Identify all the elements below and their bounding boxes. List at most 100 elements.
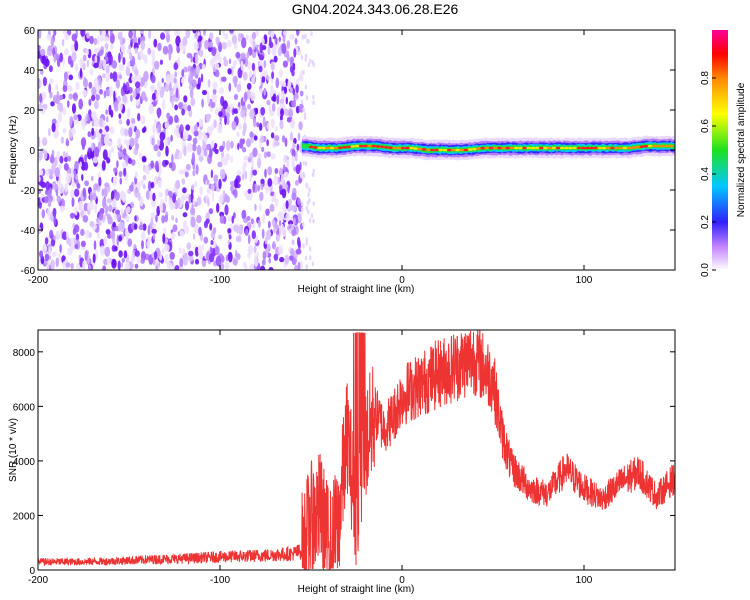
colorbar: 0.0 0.2 0.4 0.6 0.8 Normalized spectral ampl… <box>700 30 747 277</box>
spectrogram-cell <box>80 228 85 236</box>
spectrogram-cell <box>111 259 117 269</box>
spectrogram-cell <box>38 150 43 161</box>
spectrogram-cell <box>165 33 171 43</box>
spectrogram-cell <box>198 35 203 41</box>
spectrogram-cell <box>245 34 249 41</box>
spectrogram-cell <box>133 42 139 50</box>
spectrogram-cell <box>301 206 304 212</box>
spectrogram-cell <box>249 131 254 139</box>
spectrogram-peak-cell <box>421 148 427 151</box>
spectrogram-cell <box>252 169 258 176</box>
spectrogram-cell <box>123 250 128 259</box>
spectrogram-cell <box>175 35 181 47</box>
spectrogram-cell <box>49 91 53 99</box>
spectrogram-cell <box>139 180 145 187</box>
spectrogram-cell <box>174 127 179 136</box>
spectrogram-cell <box>167 44 173 55</box>
spectrogram-cell <box>161 215 166 224</box>
spectrogram-cell <box>99 30 102 36</box>
spectrogram-cell <box>157 108 161 119</box>
spectrogram-peak-cell <box>635 145 640 149</box>
spectrogram-cell <box>260 106 266 116</box>
spectrogram-cell <box>212 191 215 202</box>
spectrogram-peak-cell <box>325 146 330 150</box>
spectrogram-cell <box>97 132 101 142</box>
spectrogram-cell <box>303 112 307 118</box>
spectrogram-cell <box>305 95 309 101</box>
spectrogram-cell <box>211 47 217 57</box>
spectrogram-cell <box>152 192 156 202</box>
spectrogram-ytick-label: 60 <box>24 26 36 37</box>
spectrogram-cell <box>238 224 244 236</box>
spectrogram-cell <box>118 119 123 125</box>
spectrogram-cell <box>99 89 103 95</box>
spectrogram-cell <box>71 166 74 176</box>
spectrogram-cell <box>244 263 248 270</box>
spectrogram-cell <box>204 134 208 143</box>
spectrogram-cell <box>244 170 248 180</box>
spectrogram-cell <box>302 243 305 249</box>
spectrogram-cell <box>160 32 166 40</box>
spectrogram-cell <box>99 35 104 42</box>
spectrogram-cell <box>73 237 77 245</box>
spectrogram-cell <box>304 57 307 62</box>
spectrogram-peak-cell <box>618 146 623 150</box>
spectrogram-cell <box>188 75 194 85</box>
spectrogram-cell <box>89 221 95 228</box>
spectrogram-cell <box>44 253 50 262</box>
spectrogram-cell <box>51 251 57 257</box>
spectrogram-cell <box>48 246 51 257</box>
spectrogram-cell <box>205 113 212 120</box>
spectrogram-cell <box>183 254 188 266</box>
snr-xlabel: Height of straight line (km) <box>298 584 415 595</box>
spectrogram-cell <box>132 90 137 99</box>
spectrogram-cell <box>232 258 238 266</box>
spectrogram-cell <box>266 75 270 81</box>
spectrogram-cell <box>234 178 239 189</box>
spectrogram-peak-cell <box>367 144 372 148</box>
spectrogram-cell <box>265 184 270 194</box>
spectrogram-peak-cell <box>626 146 632 150</box>
spectrogram-cell <box>237 32 242 43</box>
spectrogram-cell <box>104 182 110 188</box>
spectrogram-cell <box>126 206 131 214</box>
spectrogram-cell <box>141 239 144 250</box>
spectrogram-cell <box>217 161 223 168</box>
spectrogram-cell <box>292 142 296 149</box>
spectrogram-cell <box>287 185 290 194</box>
spectrogram-cell <box>192 169 196 177</box>
spectrogram-cell <box>308 187 311 193</box>
spectrogram-cell <box>113 101 119 112</box>
spectrogram-cell <box>79 67 83 79</box>
spectrogram-cell <box>232 60 236 69</box>
spectrogram-cell <box>221 76 227 82</box>
spectrogram-cell <box>276 94 280 105</box>
spectrogram-cell <box>157 150 161 158</box>
spectrogram-cell <box>87 202 93 211</box>
spectrogram-cell <box>64 156 68 163</box>
spectrogram-peak-cell <box>639 145 644 148</box>
spectrogram-cell <box>69 212 75 219</box>
spectrogram-xtick-label: 100 <box>576 275 593 286</box>
spectrogram-cell <box>144 165 150 174</box>
spectrogram-peak-cell <box>434 148 439 152</box>
spectrogram-cell <box>311 60 315 65</box>
spectrogram-cell <box>112 221 116 228</box>
spectrogram-cell <box>188 250 194 257</box>
spectrogram-cell <box>263 60 267 69</box>
spectrogram-cell <box>181 178 186 185</box>
spectrogram-peak-cell <box>652 144 657 148</box>
spectrogram-cell <box>110 147 115 153</box>
spectrogram-cell <box>266 243 271 252</box>
spectrogram-cell <box>247 103 252 110</box>
spectrogram-cell <box>288 108 294 119</box>
spectrogram-cell <box>208 41 214 48</box>
spectrogram-cell <box>143 126 147 133</box>
spectrogram-cell <box>169 251 175 260</box>
spectrogram-cell <box>274 168 279 174</box>
spectrogram-cell <box>267 178 273 187</box>
spectrogram-cell <box>40 69 44 75</box>
spectrogram-cell <box>158 159 162 170</box>
spectrogram-cell <box>303 173 306 179</box>
spectrogram-peak-cell <box>354 144 360 148</box>
